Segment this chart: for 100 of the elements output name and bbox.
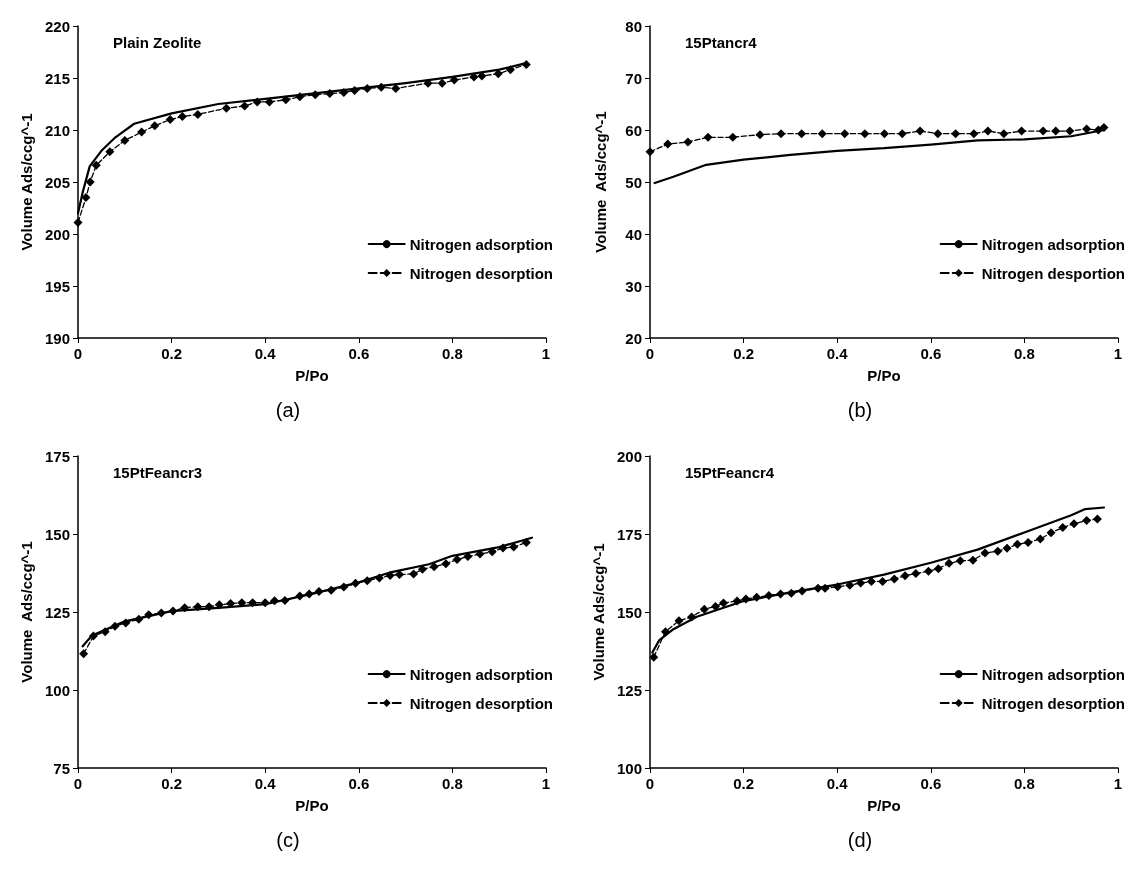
point [983, 126, 993, 136]
x-tick-label: 0 [73, 775, 83, 792]
point [968, 555, 978, 565]
y-tick-label: 150 [616, 603, 642, 621]
point [260, 598, 270, 608]
x-tick-label: 0 [645, 775, 655, 792]
point [88, 631, 98, 641]
point [703, 132, 713, 142]
point [889, 574, 899, 584]
point [168, 606, 178, 616]
y-tick-label: 100 [616, 759, 642, 777]
point [833, 582, 843, 592]
y-tick-label: 205 [44, 173, 70, 191]
point [1051, 126, 1061, 136]
point [180, 603, 190, 613]
y-tick-label: 210 [44, 121, 70, 139]
y-axis-title: Volume Ads/ccg^-1 [18, 113, 36, 251]
legend-label: Nitrogen desorption [409, 694, 553, 712]
y-tick-label: 70 [625, 69, 642, 87]
point [845, 580, 855, 590]
point [1093, 125, 1103, 135]
y-axis-title: Volume Ads/ccg^-1 [592, 111, 609, 253]
point [878, 576, 888, 586]
point [645, 147, 655, 157]
point [252, 97, 262, 107]
legend-label: Nitrogen adsorption [409, 235, 553, 253]
point [156, 608, 166, 618]
y-tick-label: 30 [625, 277, 642, 295]
y-tick-label: 190 [44, 329, 70, 347]
point [350, 85, 360, 95]
point [521, 59, 531, 69]
x-tick-label: 0 [73, 345, 83, 362]
point [314, 586, 324, 596]
point [699, 604, 709, 614]
point [193, 602, 203, 612]
x-tick-label: 0.4 [254, 775, 277, 792]
legend-label: Nitrogen adsorption [981, 665, 1125, 683]
point [100, 627, 110, 637]
point [660, 627, 670, 637]
point [683, 137, 693, 147]
y-tick-label: 220 [44, 17, 70, 35]
point [477, 71, 487, 81]
point [437, 78, 447, 88]
point [79, 649, 89, 659]
x-tick-label: 0.8 [1013, 345, 1035, 362]
point [376, 82, 386, 92]
point [270, 596, 280, 606]
point [121, 618, 131, 628]
y-tick-label: 40 [625, 225, 642, 243]
point [509, 542, 519, 552]
point [933, 129, 943, 139]
point [955, 556, 965, 566]
x-tick-label: 0.2 [161, 345, 183, 362]
legend-label: Nitrogen desportion [981, 264, 1125, 282]
point [449, 75, 459, 85]
point [339, 88, 349, 98]
point [177, 111, 187, 121]
x-axis-title: P/Po [295, 367, 329, 384]
point [310, 90, 320, 100]
legend-label: Nitrogen desorption [409, 264, 553, 282]
point [521, 537, 531, 547]
x-axis-title: P/Po [295, 797, 329, 814]
point [944, 558, 954, 568]
point [741, 594, 751, 604]
point [417, 564, 427, 574]
point [150, 121, 160, 131]
point [786, 588, 796, 598]
x-axis-title: P/Po [867, 797, 901, 814]
point [237, 598, 247, 608]
point [91, 160, 101, 170]
x-tick-label: 0.4 [826, 345, 849, 362]
point [663, 139, 673, 149]
point [755, 130, 765, 140]
point [674, 616, 684, 626]
y-tick-label: 150 [44, 525, 70, 543]
point [1092, 514, 1102, 524]
point [409, 569, 419, 579]
point [362, 576, 372, 586]
point [900, 571, 910, 581]
point [295, 591, 305, 601]
point [452, 555, 462, 565]
point [165, 115, 175, 125]
point [264, 97, 274, 107]
x-tick-label: 0.4 [254, 345, 277, 362]
y-tick-label: 50 [625, 173, 642, 191]
x-tick-label: 0.8 [441, 775, 463, 792]
point [429, 562, 439, 572]
y-tick-label: 100 [44, 681, 70, 699]
text: (d) [847, 829, 873, 851]
point [120, 135, 130, 145]
point [776, 589, 786, 599]
point [711, 601, 721, 611]
point [1069, 519, 1079, 529]
point [248, 598, 258, 608]
point [105, 147, 115, 157]
point [1058, 522, 1068, 532]
text: 15Ptancr4 [685, 34, 758, 51]
point [860, 129, 870, 139]
point [1017, 126, 1027, 136]
text: 15PtFeancr4 [685, 464, 775, 481]
